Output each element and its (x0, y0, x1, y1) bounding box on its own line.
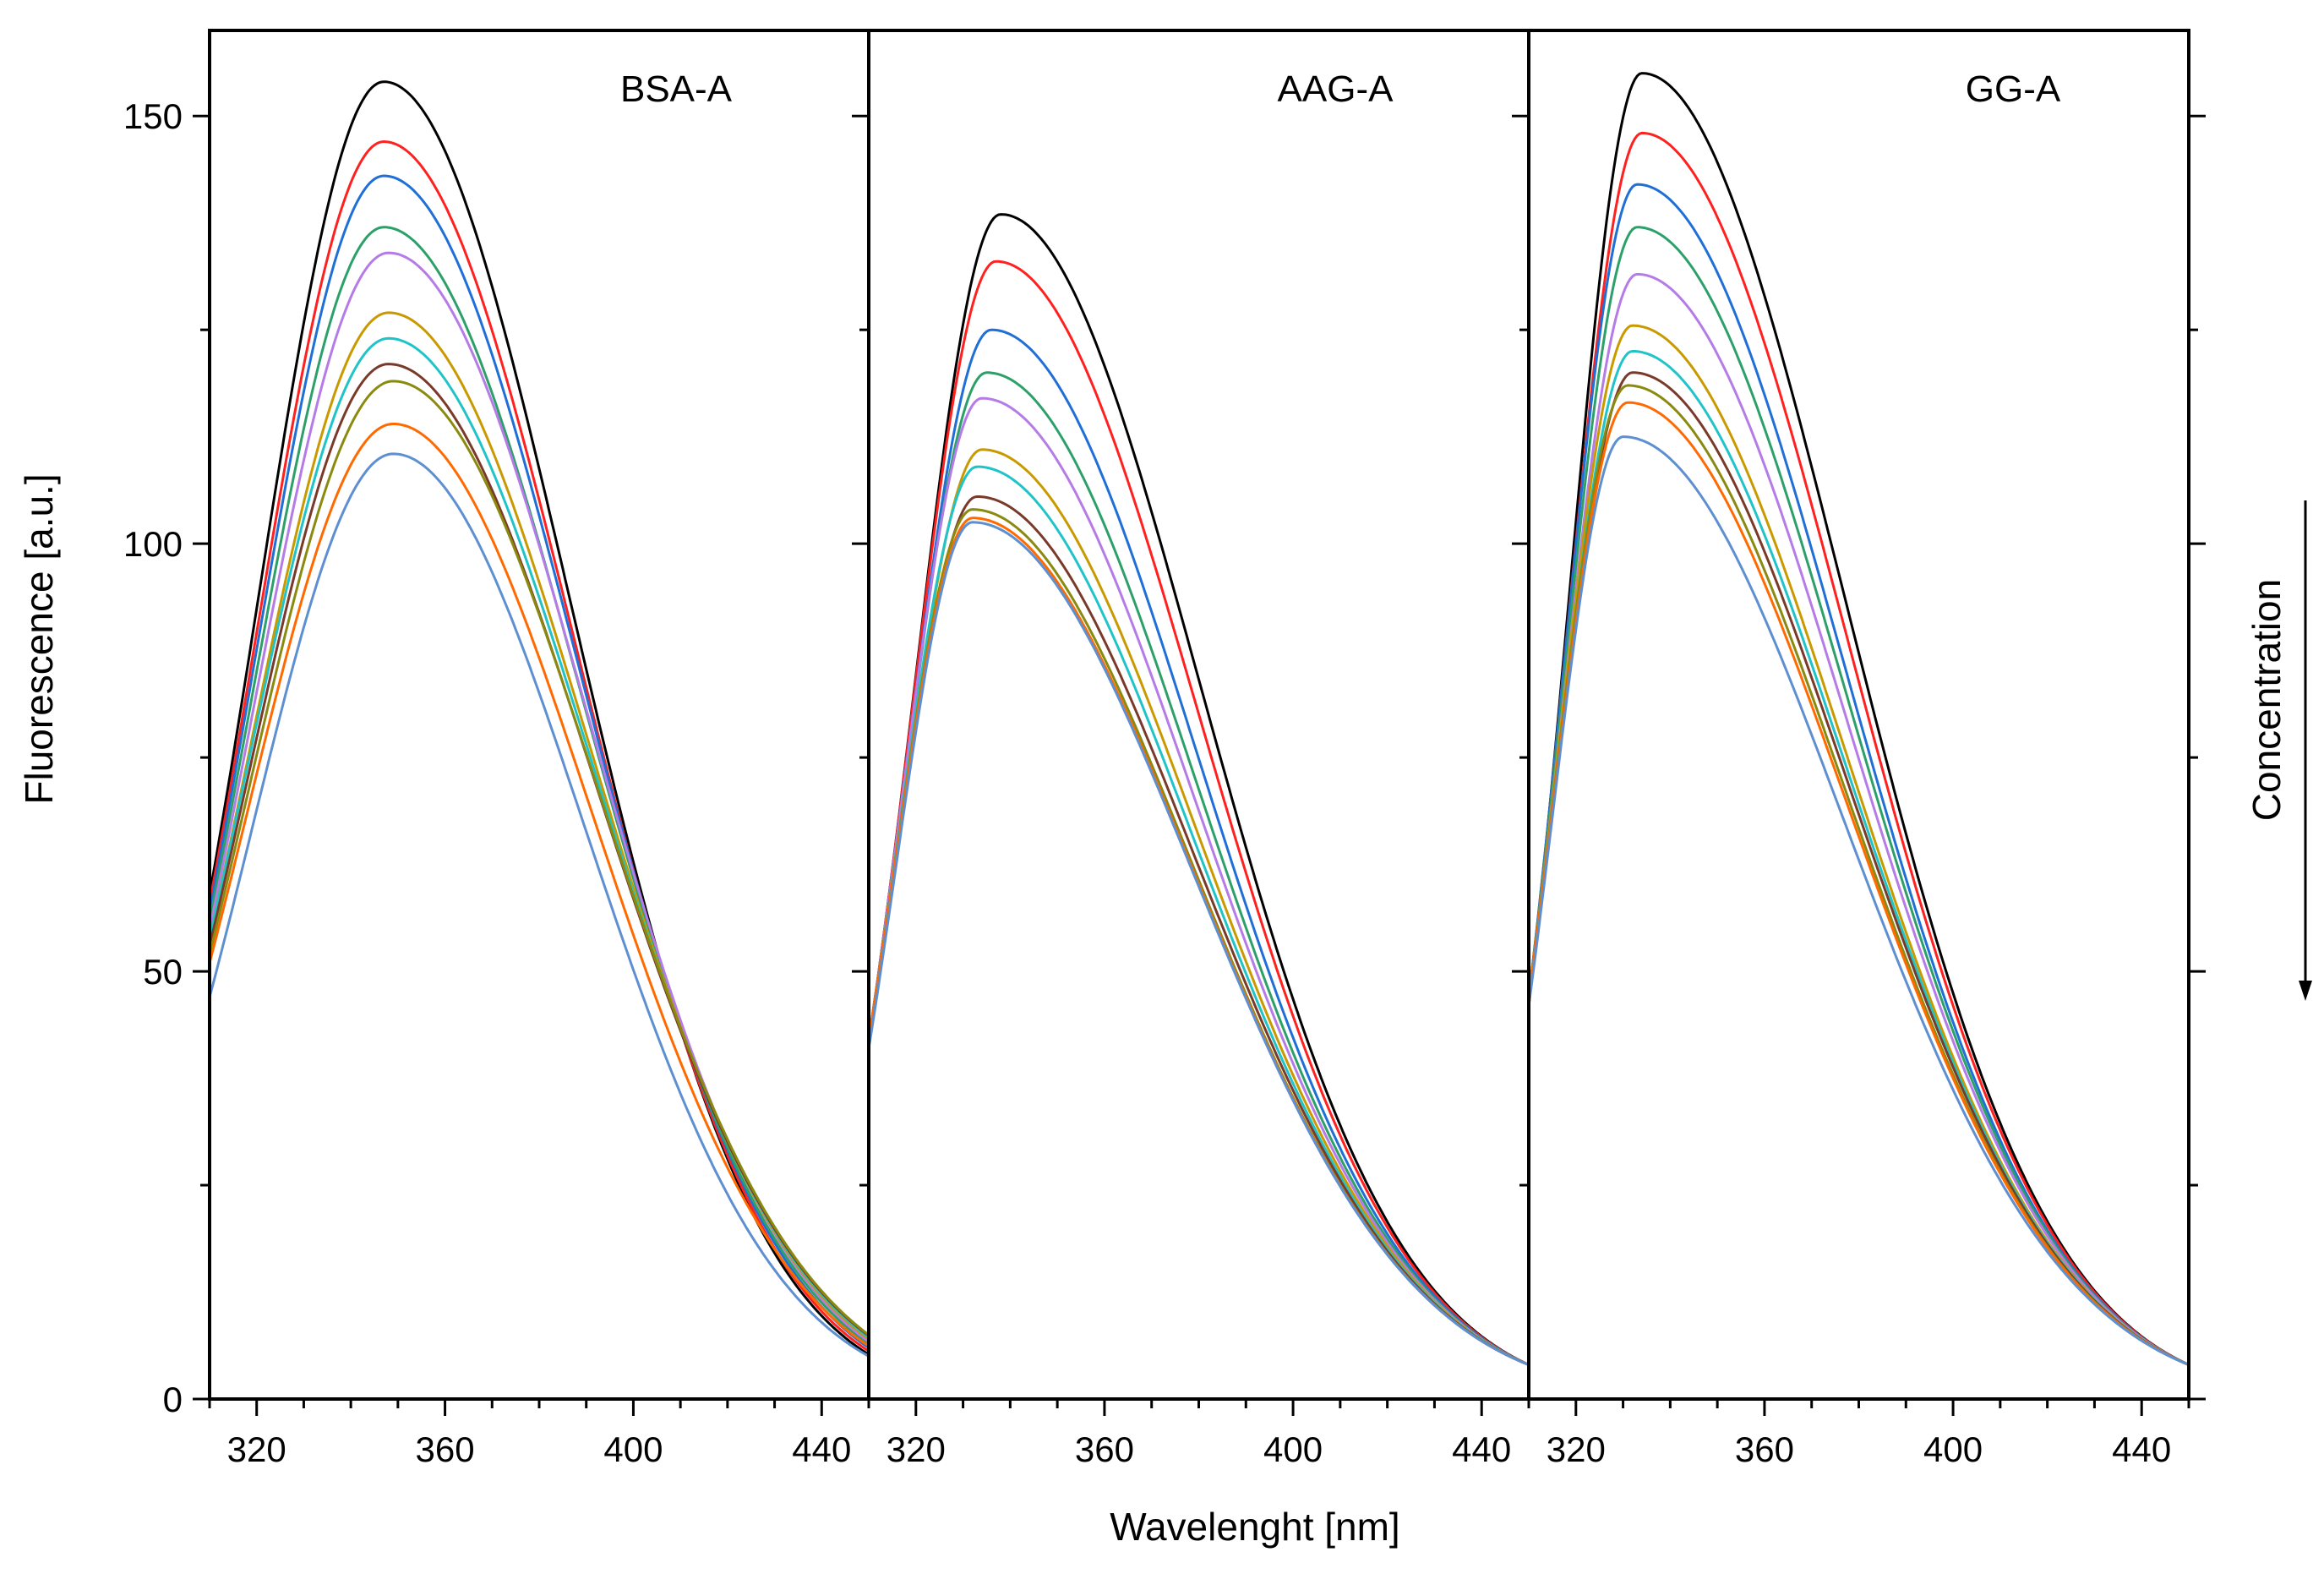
panel-label: AAG-A (1278, 68, 1394, 110)
x-tick-label: 320 (227, 1429, 286, 1469)
series-line (869, 508, 1529, 1366)
series-line (869, 260, 1529, 1366)
series-line (869, 396, 1529, 1366)
x-tick-label: 360 (1075, 1429, 1134, 1469)
x-tick-label: 400 (1923, 1429, 1983, 1469)
series-group (1529, 72, 2189, 1366)
panel-label: BSA-A (620, 68, 733, 110)
series-line (1529, 131, 2189, 1366)
x-tick-label: 320 (1547, 1429, 1606, 1469)
series-line (1529, 384, 2189, 1366)
series-line (210, 139, 869, 1353)
y-tick-label: 50 (143, 952, 183, 992)
series-line (210, 363, 869, 1337)
x-tick-label: 360 (1735, 1429, 1794, 1469)
x-tick-label: 440 (792, 1429, 851, 1469)
series-line (869, 328, 1529, 1366)
series-line (869, 516, 1529, 1366)
series-line (1529, 401, 2189, 1366)
series-line (1529, 435, 2189, 1366)
series-line (869, 371, 1529, 1366)
series-group (869, 213, 1529, 1366)
series-line (210, 226, 869, 1346)
series-group (210, 80, 869, 1358)
x-tick-label: 400 (1263, 1429, 1323, 1469)
series-line (210, 251, 869, 1343)
panels-group: 320 360 400 440 0 50 100 150 BSA-A 320 360 400 440 AA… (123, 29, 2206, 1469)
series-line (210, 174, 869, 1349)
panel-label: GG-A (1966, 68, 2061, 110)
series-line (869, 495, 1529, 1366)
series-line (869, 213, 1529, 1366)
x-tick-label: 440 (2112, 1429, 2171, 1469)
series-line (869, 465, 1529, 1366)
y-tick-label: 0 (163, 1380, 183, 1419)
series-line (1529, 324, 2189, 1366)
y-tick-label: 150 (123, 96, 183, 136)
series-line (210, 380, 869, 1336)
x-tick-label: 400 (603, 1429, 663, 1469)
x-tick-label: 440 (1452, 1429, 1511, 1469)
series-line (869, 521, 1529, 1366)
series-line (210, 423, 869, 1347)
panel-aag-a: 320 360 400 440 AAG-A (852, 29, 1530, 1469)
series-line (1529, 72, 2189, 1366)
y-tick-label: 100 (123, 524, 183, 564)
series-line (1529, 272, 2189, 1366)
concentration-label: Concentration (2245, 579, 2289, 821)
panel-bsa-a: 320 360 400 440 0 50 100 150 BSA-A (123, 29, 870, 1469)
panel-frame (208, 29, 870, 1401)
series-line (1529, 183, 2189, 1366)
series-line (210, 80, 869, 1356)
concentration-arrow-head (2299, 981, 2312, 1001)
series-line (210, 452, 869, 1358)
x-tick-label: 320 (887, 1429, 946, 1469)
x-axis-title: Wavelenght [nm] (1110, 1505, 1399, 1549)
x-tick-label: 360 (416, 1429, 475, 1469)
y-axis-title: Fluorescence [a.u.] (17, 473, 61, 804)
series-line (1529, 371, 2189, 1366)
panel-gg-a: 320 360 400 440 GG-A (1512, 29, 2206, 1469)
series-line (869, 448, 1529, 1366)
